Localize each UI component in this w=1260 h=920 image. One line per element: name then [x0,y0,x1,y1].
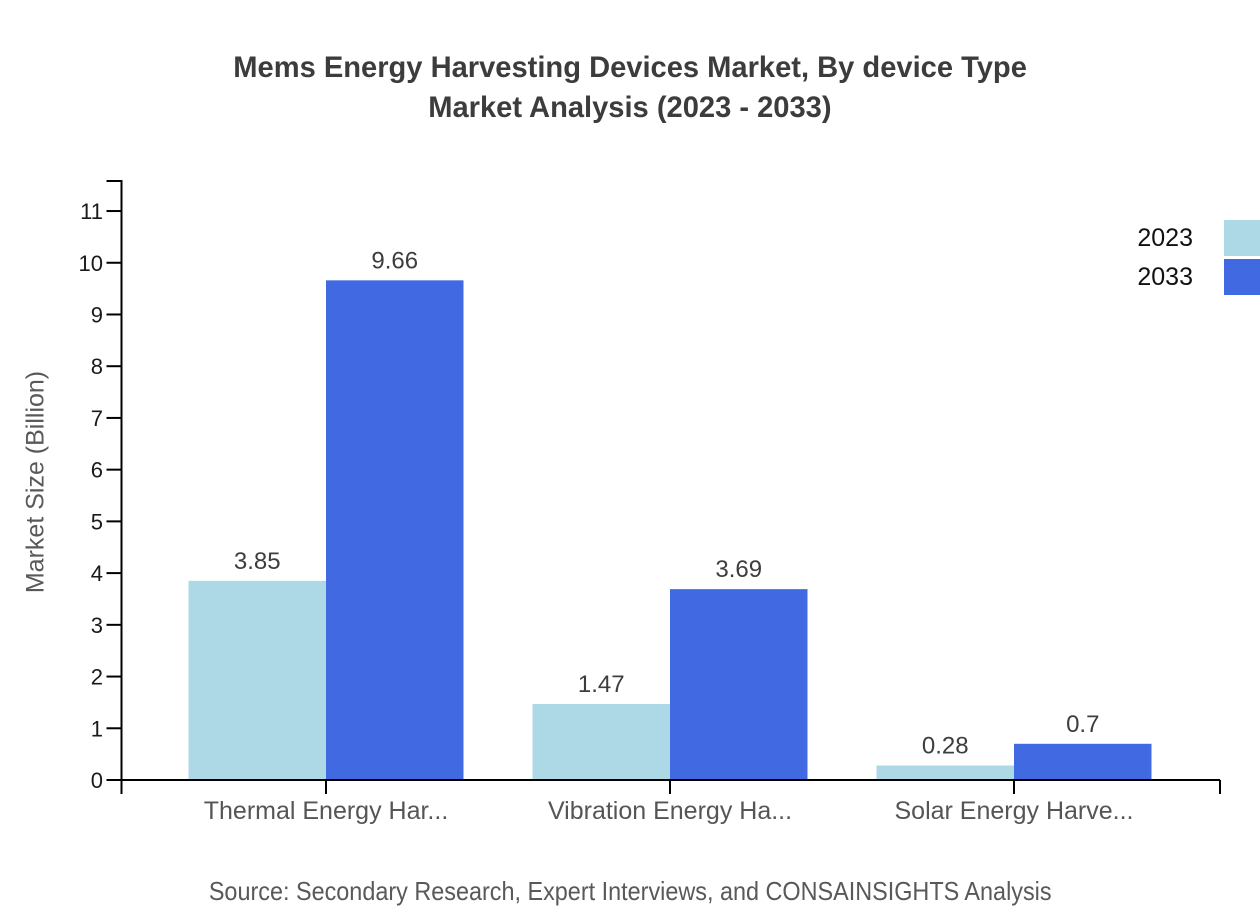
legend-label: 2023 [1137,223,1193,252]
chart-title-line1: Mems Energy Harvesting Devices Market, B… [233,51,1027,84]
bar-2033-1 [670,589,808,780]
y-tick-label: 5 [91,509,103,534]
x-category-label: Thermal Energy Har... [204,797,449,825]
source-note: Source: Secondary Research, Expert Inter… [208,876,1052,906]
legend-label: 2033 [1137,262,1193,291]
legend-swatch-icon [1224,259,1260,295]
legend: 2023 2033 [1137,220,1260,295]
legend-item-2023: 2023 [1137,220,1260,256]
y-tick-label: 11 [80,199,103,224]
x-category-label: Solar Energy Harve... [895,797,1134,825]
y-tick-label: 2 [91,665,103,690]
bar-value-label: 0.28 [922,733,969,760]
y-tick-label: 10 [79,251,103,276]
x-category-label: Vibration Energy Ha... [548,797,792,825]
y-tick-label: 4 [91,561,103,586]
legend-swatch-icon [1224,220,1260,256]
bar-value-label: 1.47 [578,671,625,698]
bar-2033-2 [1014,743,1152,780]
legend-item-2033: 2033 [1137,259,1260,295]
bar-2023-2 [876,765,1014,780]
y-tick-label: 7 [91,406,103,431]
bar-2023-1 [532,703,670,780]
bar-value-label: 3.85 [234,548,281,575]
y-tick-label: 9 [91,302,103,327]
bar-value-label: 9.66 [371,247,418,274]
y-tick-label: 3 [91,613,103,638]
bar-2023-0 [188,580,326,780]
y-tick-label: 6 [91,458,103,483]
y-tick-label: 0 [91,768,103,793]
chart-title: Mems Energy Harvesting Devices Market, B… [0,48,1260,128]
bar-value-label: 3.69 [715,556,762,583]
y-tick-label: 8 [91,354,103,379]
bar-value-label: 0.7 [1066,711,1099,738]
bar-2033-0 [326,280,464,780]
chart-title-line2: Market Analysis (2023 - 2033) [428,91,832,124]
y-tick-label: 1 [91,716,103,741]
